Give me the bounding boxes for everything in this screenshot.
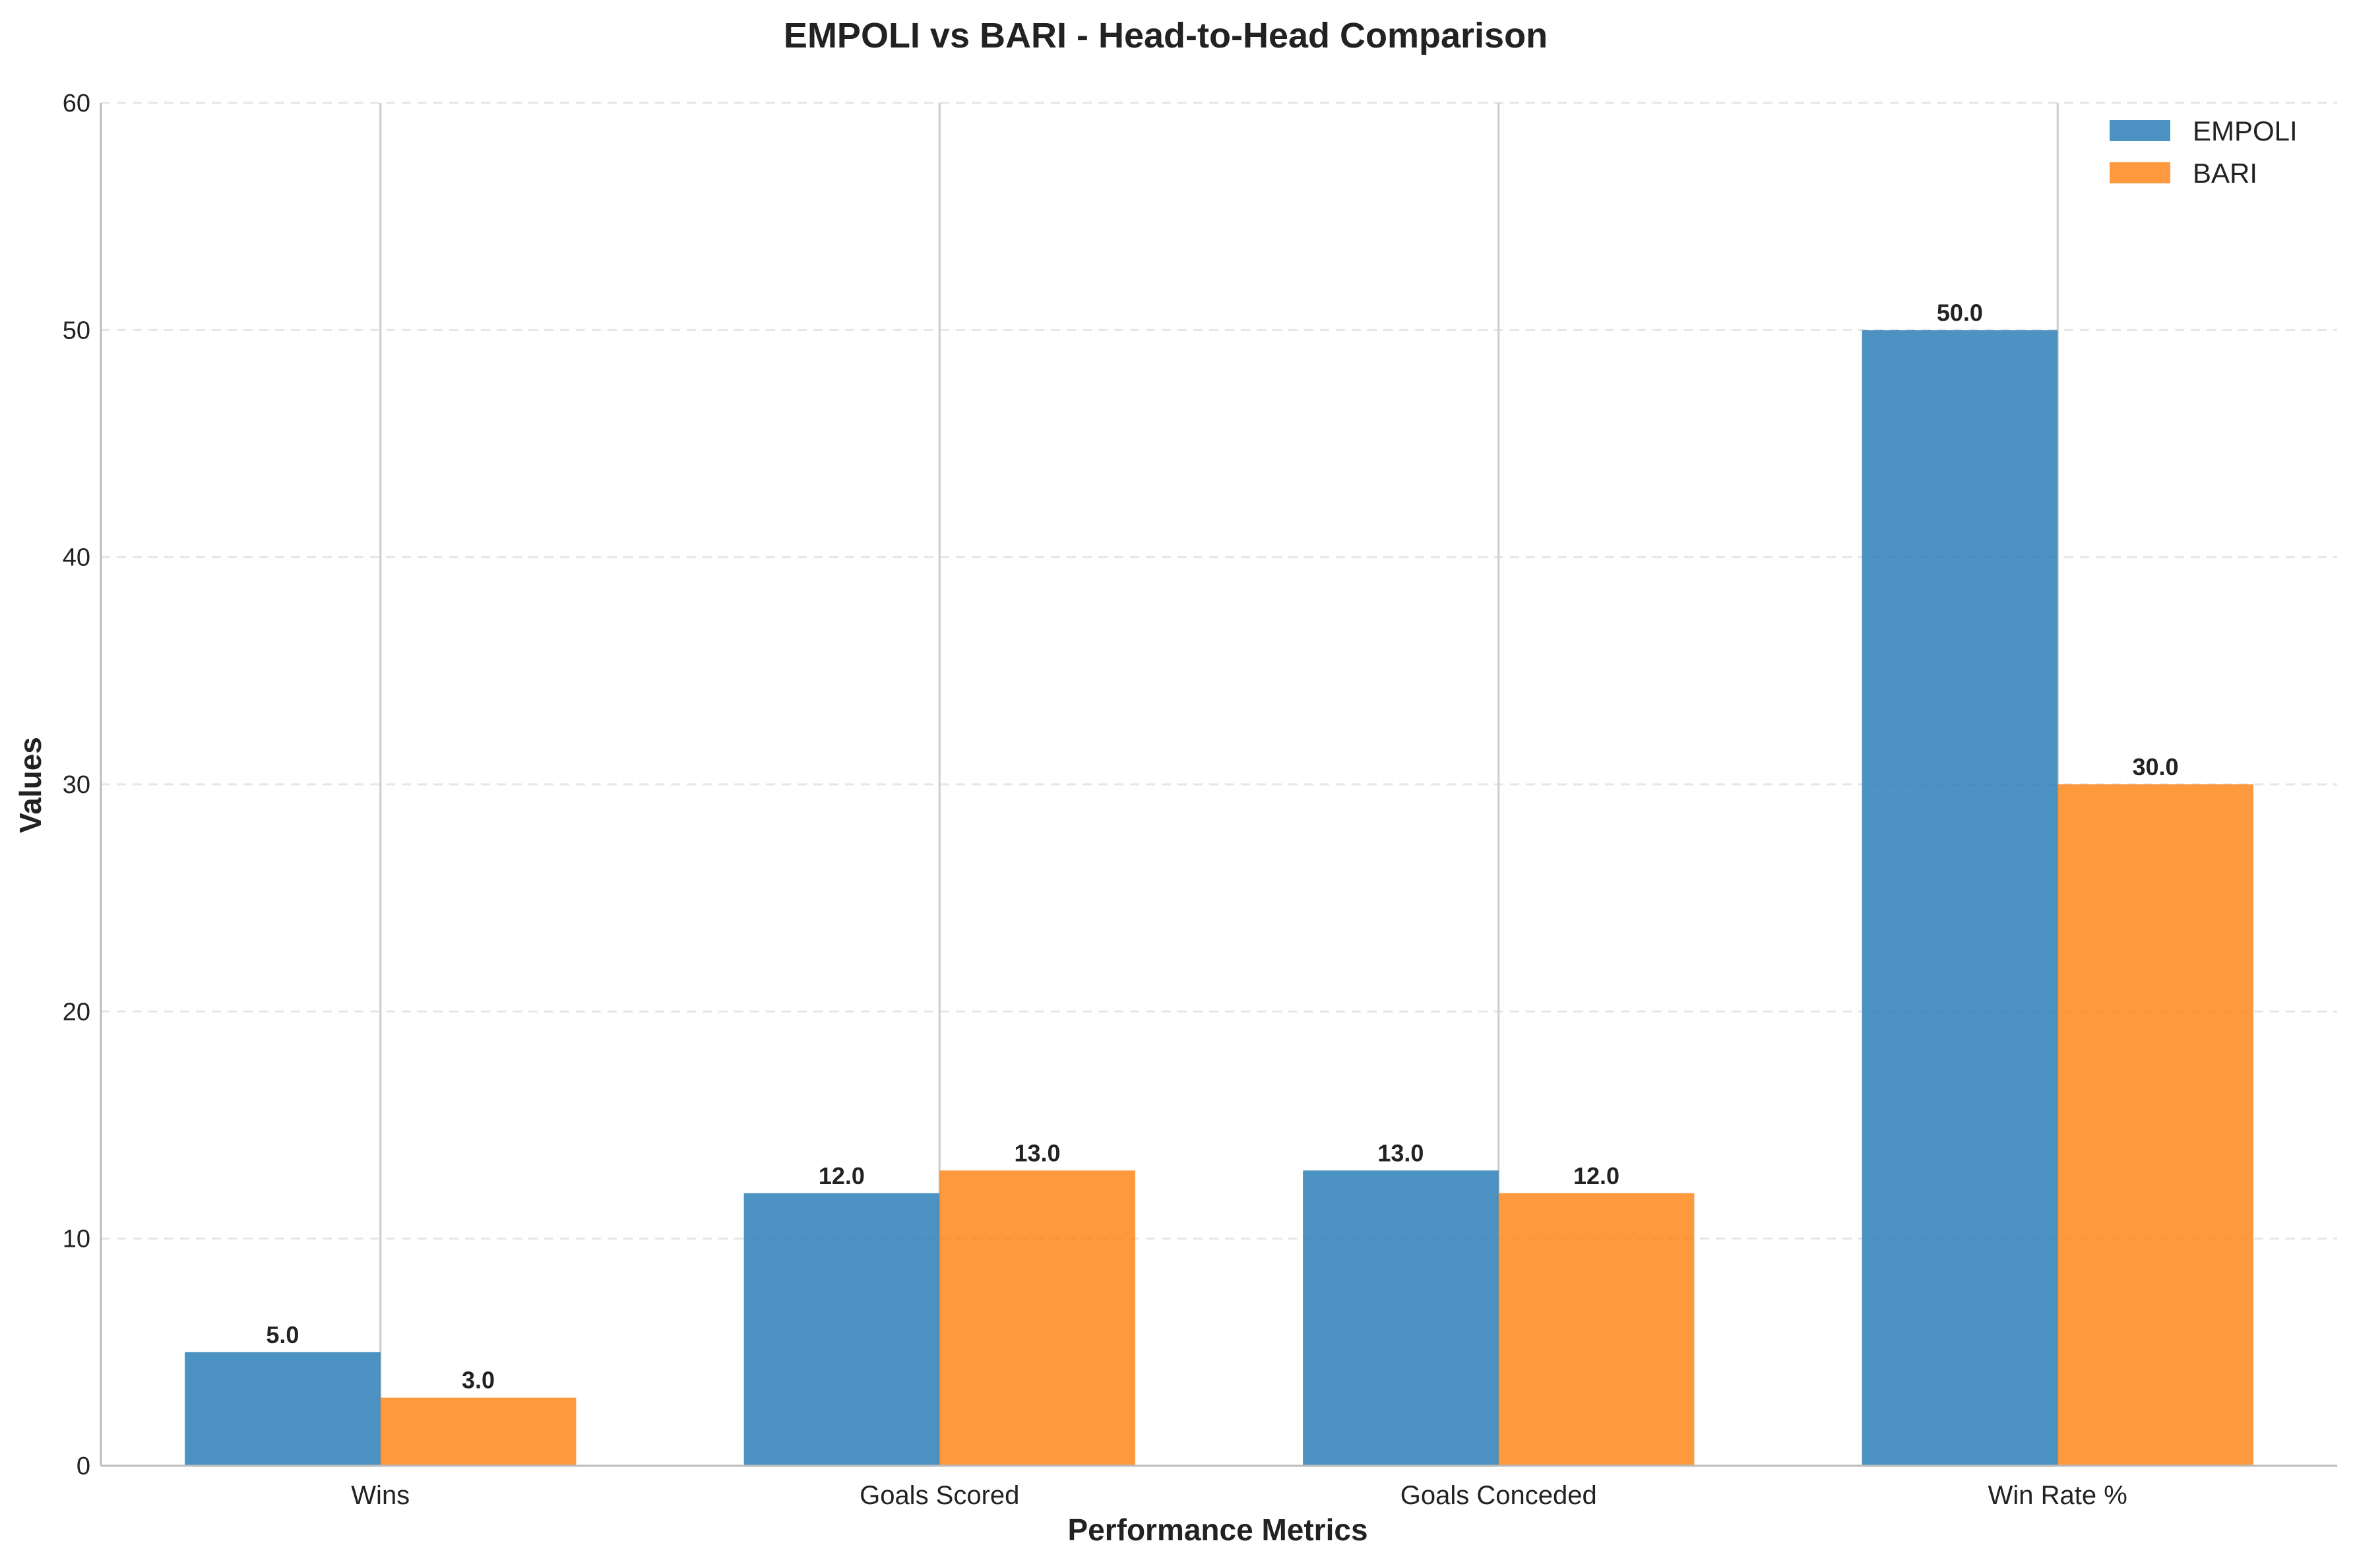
y-axis-label: Values [13,737,47,833]
x-tick-labels: Wins Goals Scored Goals Conceded Win Rate % [351,1481,2127,1510]
legend-swatch-empoli [2110,120,2170,141]
value-label: 13.0 [1015,1139,1061,1166]
legend: EMPOLI BARI [2110,115,2298,189]
bar-bari-win-rate- [2057,784,2253,1466]
bar-bari-goals-scored [939,1170,1135,1466]
x-axis-label: Performance Metrics [1067,1513,1367,1547]
y-tick-label: 60 [63,90,90,117]
value-label: 13.0 [1377,1139,1424,1166]
x-tick-label: Goals Scored [860,1481,1019,1510]
axes-layer [100,103,2337,1467]
legend-label-empoli: EMPOLI [2193,115,2298,146]
legend-swatch-bari [2110,162,2170,183]
legend-label-bari: BARI [2193,158,2257,189]
value-label: 30.0 [2133,753,2179,780]
bar-bari-wins [380,1397,577,1466]
value-label: 12.0 [1573,1162,1619,1189]
x-tick-label: Win Rate % [1988,1481,2127,1510]
value-label: 50.0 [1937,299,1983,326]
y-tick-label: 30 [63,771,90,799]
bars-layer [185,330,2253,1466]
y-tick-label: 40 [63,544,90,572]
y-tick-label: 10 [63,1226,90,1253]
value-label: 12.0 [819,1162,865,1189]
chart-title: EMPOLI vs BARI - Head-to-Head Comparison [784,16,1548,55]
y-tick-label: 20 [63,998,90,1026]
x-tick-label: Wins [351,1481,410,1510]
x-tick-label: Goals Conceded [1400,1481,1597,1510]
bar-bari-goals-conceded [1498,1193,1695,1466]
bar-empoli-wins [185,1352,381,1466]
bar-empoli-goals-scored [743,1193,940,1466]
y-tick-label: 0 [77,1453,90,1480]
bar-empoli-goals-conceded [1303,1170,1499,1466]
y-tick-labels: 0 10 20 30 40 50 60 [63,90,90,1480]
y-tick-label: 50 [63,317,90,344]
bar-empoli-win-rate- [1862,330,2058,1466]
value-label: 5.0 [266,1321,299,1348]
value-labels: 5.0 12.0 13.0 50.0 3.0 13.0 12.0 30.0 [266,299,2178,1393]
value-label: 3.0 [462,1367,495,1394]
